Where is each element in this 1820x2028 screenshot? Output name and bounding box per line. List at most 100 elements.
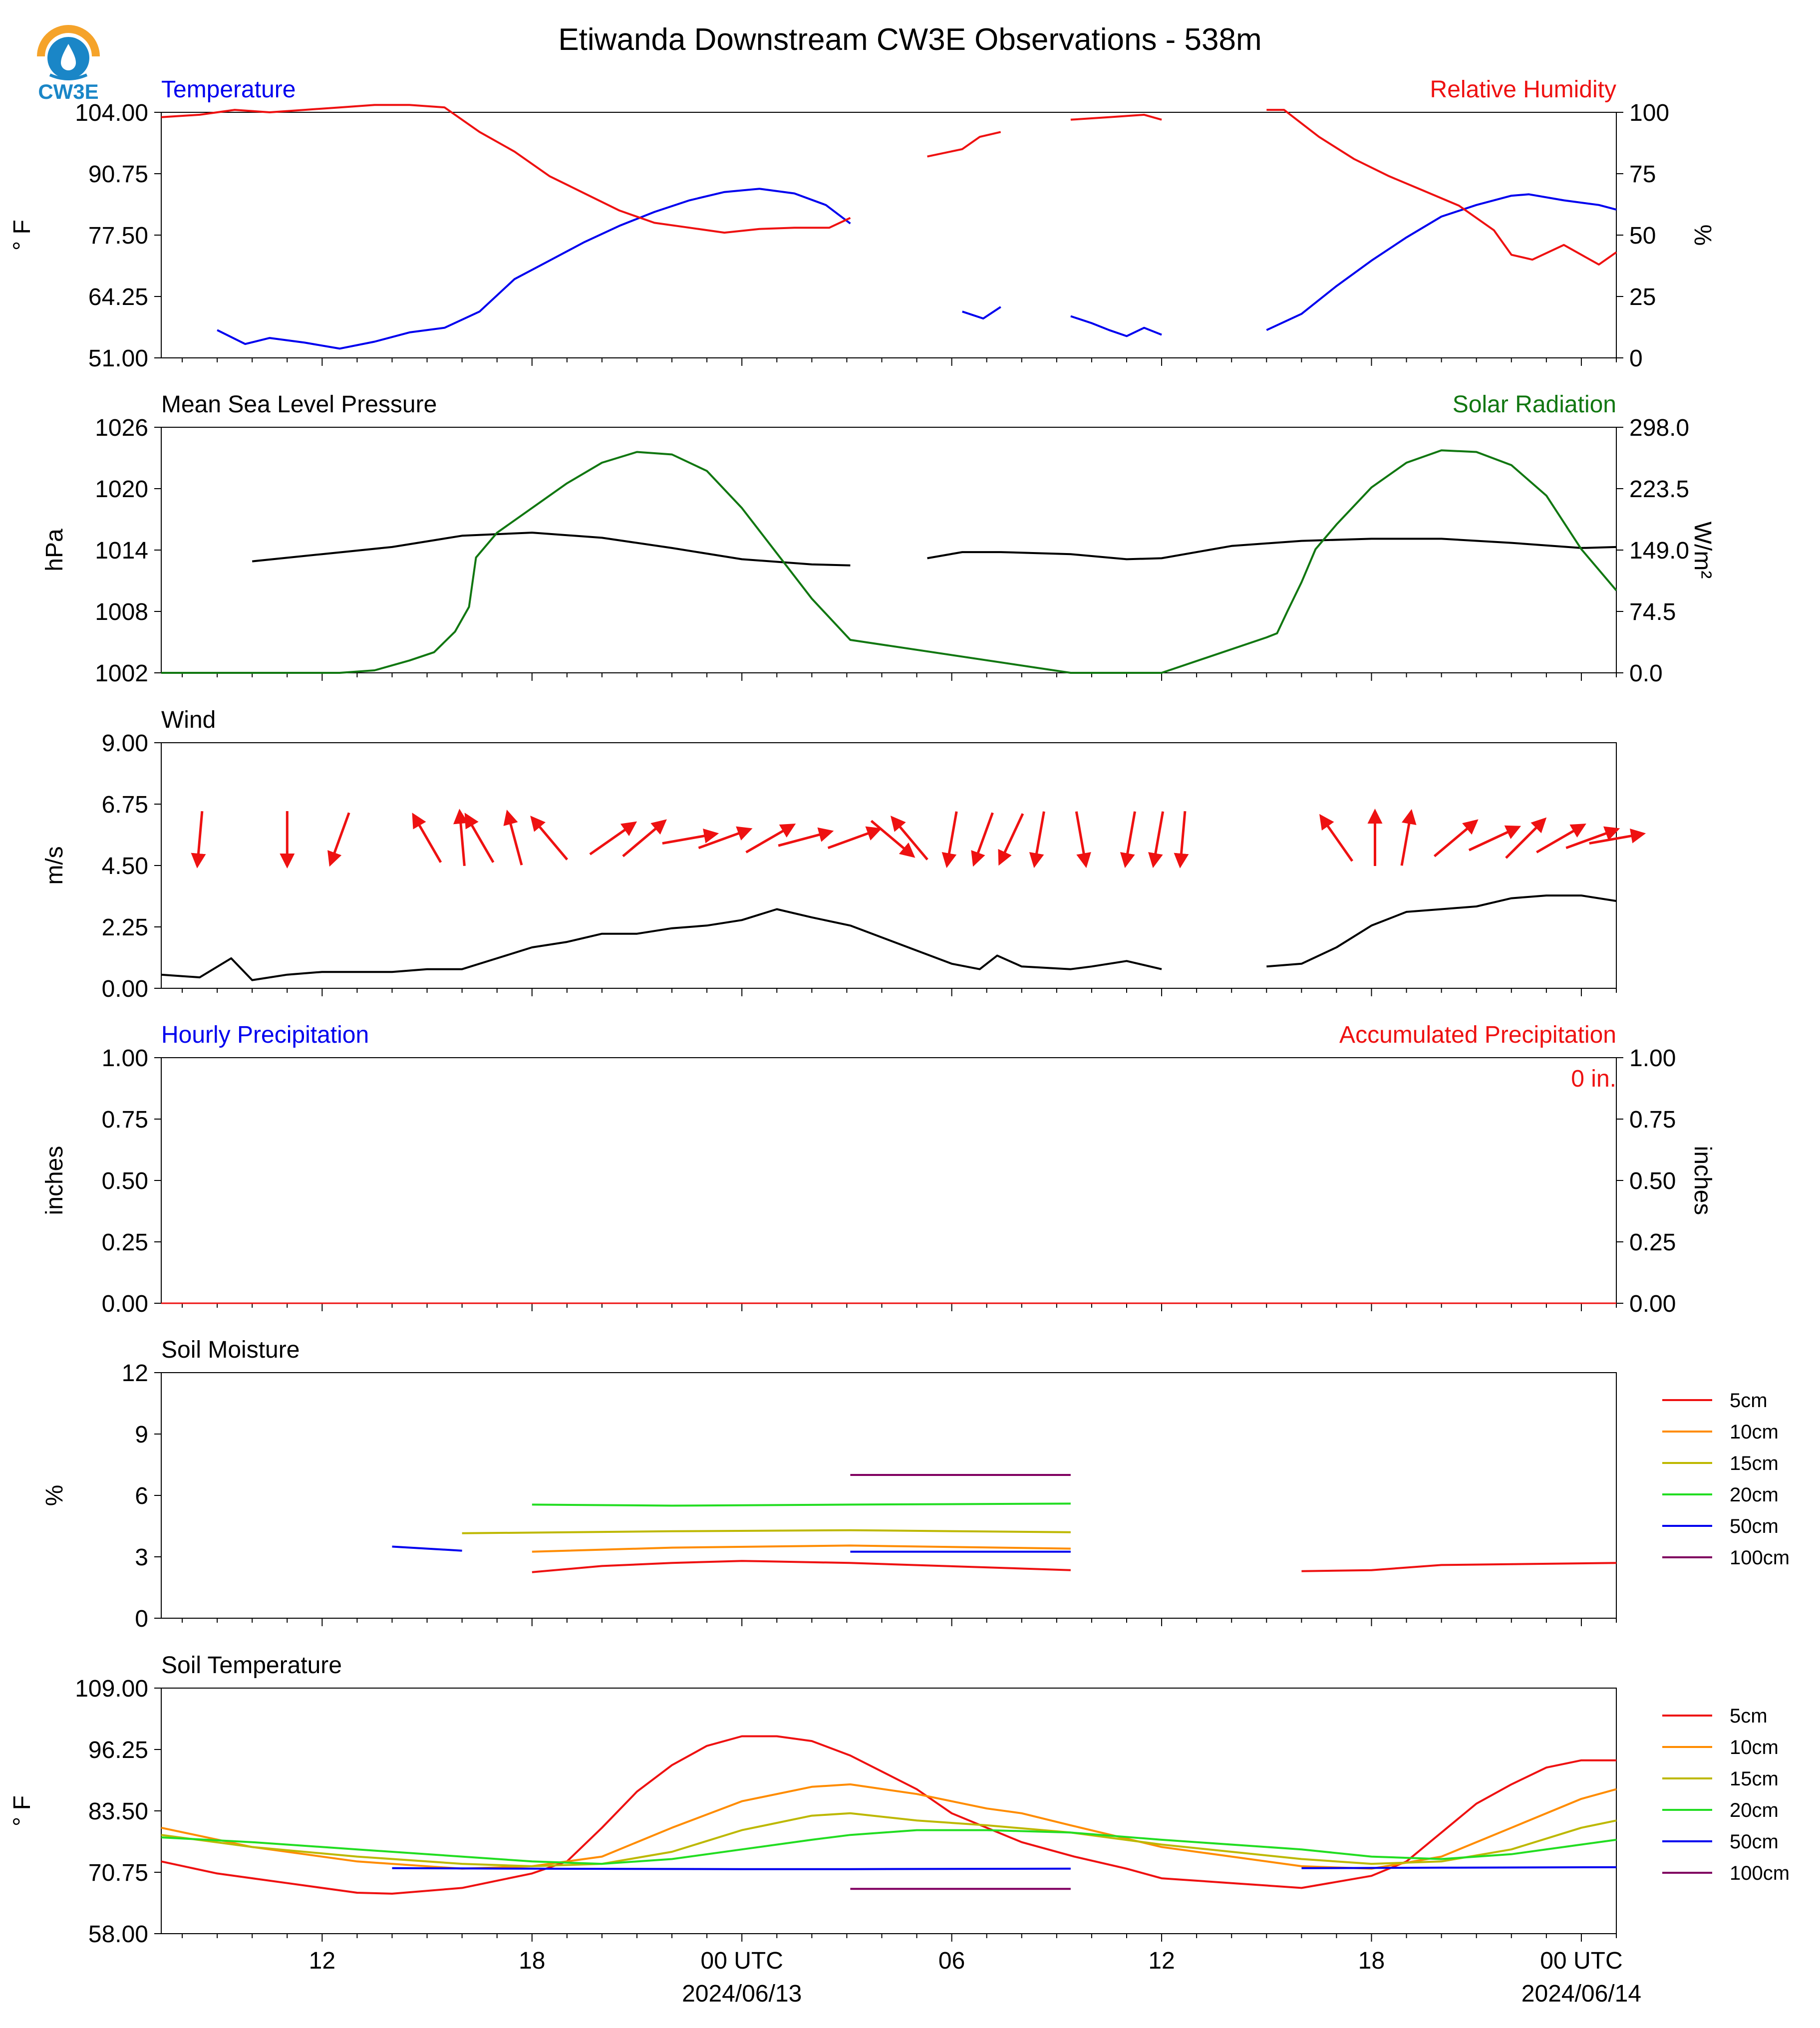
x-tick-date-label: 2024/06/13 [682,1981,802,2007]
y-axis-unit-right: W/m² [1689,522,1716,579]
y-tick-label: 90.75 [88,161,148,188]
x-tick-label: 12 [309,1948,335,1974]
panel-title-left: Mean Sea Level Pressure [161,391,437,418]
figure-title: Etiwanda Downstream CW3E Observations - … [558,22,1261,57]
wind-arrow [1565,826,1620,850]
y-right-tick-label: 0.75 [1629,1107,1676,1133]
y-tick-label: 70.75 [88,1860,148,1886]
legend-label: 15cm [1730,1452,1779,1474]
y-right-tick-label: 1.00 [1629,1045,1676,1072]
wind-arrow [1536,823,1586,854]
humidity-line [161,104,1617,266]
y-axis-unit-left: ° F [9,220,35,251]
y-right-tick-label: 298.0 [1629,415,1689,441]
panel-title-right: Accumulated Precipitation [1339,1022,1616,1048]
y-axis-unit-right: inches [1689,1146,1716,1215]
y-tick-label: 0.75 [102,1107,148,1133]
panel-frame [161,742,1617,989]
wind-arrow [191,811,206,869]
wind-arrow [941,811,958,869]
panel-title-right: Relative Humidity [1430,76,1616,103]
y-axis-unit-left: ° F [9,1795,35,1826]
wind-arrow [662,828,719,845]
wind-arrow [998,813,1024,866]
y-tick-label: 1008 [95,599,148,625]
wind-arrow [827,826,882,850]
x-tick-label: 12 [1148,1948,1175,1974]
y-right-tick-label: 0.50 [1629,1168,1676,1194]
y-tick-label: 64.25 [88,284,148,310]
soil-series-5cm [532,1560,1617,1573]
y-tick-label: 1014 [95,538,148,564]
y-tick-label: 9 [135,1422,148,1448]
wind-arrow [1319,814,1354,862]
y-axis-unit-left: % [41,1485,68,1506]
wind-arrow [530,816,569,861]
y-tick-label: 1020 [95,476,148,503]
x-tick-label: 18 [1358,1948,1385,1974]
y-tick-label: 96.25 [88,1737,148,1763]
y-tick-label: 0.00 [102,976,148,1002]
legend-label: 50cm [1730,1831,1779,1853]
x-tick-label: 06 [938,1948,965,1974]
x-tick-label: 18 [519,1948,545,1974]
y-tick-label: 0.00 [102,1291,148,1317]
y-tick-label: 6 [135,1483,148,1509]
soil-series-15cm [161,1812,1617,1867]
legend-label: 10cm [1730,1737,1779,1758]
y-tick-label: 1.00 [102,1045,148,1072]
legend-label: 5cm [1730,1390,1768,1412]
wind-arrow [327,812,350,867]
y-tick-label: 1026 [95,415,148,441]
legend-label: 5cm [1730,1705,1768,1727]
wind-arrow [745,824,796,854]
panel-frame [161,1688,1617,1934]
panel-pressure: 1002 0.0 1008 74.5 1014 149.0 1020 223.5 1026 298… [41,391,1716,687]
y-right-tick-label: 75 [1629,161,1656,188]
wind-arrow [464,813,495,863]
y-tick-label: 0 [135,1606,148,1632]
panel-frame [161,427,1617,673]
y-right-tick-label: 0.25 [1629,1229,1676,1256]
y-axis-unit-left: hPa [41,529,68,572]
y-right-tick-label: 149.0 [1629,538,1689,564]
y-tick-label: 0.50 [102,1168,148,1194]
soil-series-20cm [161,1829,1617,1865]
logo-text: CW3E [38,80,98,101]
wind-arrow [1120,811,1136,869]
y-tick-label: 104.00 [75,100,148,126]
panel-title-left: Temperature [161,76,296,103]
panel-temperature: 51.00 0 64.25 25 77.50 50 90.75 75 104.00 100 Temp… [9,76,1716,372]
soil-series-15cm [462,1530,1616,1533]
panel-frame [161,112,1617,358]
pressure-line [252,532,1617,567]
panel-title-left: Soil Moisture [161,1337,300,1363]
wind-arrow [453,809,468,867]
y-tick-label: 51.00 [88,345,148,372]
wind-arrow [1029,811,1045,869]
wind-arrow [1174,811,1189,869]
wind-arrow [589,821,637,856]
legend-label: 20cm [1730,1484,1779,1506]
panel-wind: 0.00 2.25 4.50 6.75 9.00 Wind m/s [41,707,1617,1002]
wind-arrow [1075,811,1091,869]
wind-arrow [1589,828,1646,845]
soil-series-5cm [161,1735,1616,1895]
y-tick-label: 109.00 [75,1676,148,1702]
panel-title-left: Wind [161,707,216,733]
panel-frame [161,1372,1617,1619]
legend-label: 100cm [1730,1547,1790,1569]
panel-soil_temperature: 58.00 70.75 83.50 96.25 109.00 Soil Temperatu… [9,1652,1617,1948]
x-tick-label: 00 UTC [1540,1948,1622,1974]
wind-arrow [1468,825,1521,852]
panel-frame [161,1057,1617,1304]
wind-arrow [698,826,753,850]
panel-title-left: Hourly Precipitation [161,1022,369,1048]
legend-label: 15cm [1730,1768,1779,1790]
y-right-tick-label: 74.5 [1629,599,1676,625]
wind-arrow [622,819,667,858]
wind-arrow [890,816,928,861]
y-right-tick-label: 0 [1629,345,1643,372]
soil-series-100cm [850,1888,1616,1889]
x-tick-date-label: 2024/06/14 [1521,1981,1641,2007]
